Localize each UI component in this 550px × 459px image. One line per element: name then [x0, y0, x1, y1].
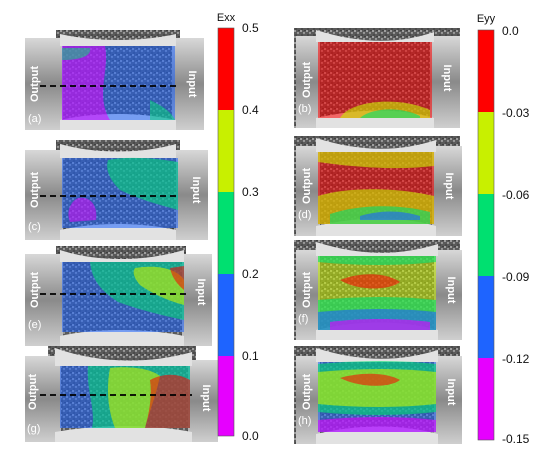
exx-tick: 0.2: [242, 267, 259, 281]
input-label: Input: [186, 71, 198, 98]
eyy-tick: -0.12: [502, 352, 530, 366]
exx-tick: 0.1: [242, 349, 259, 363]
eyy-colorbar: Eyy 0.0 -0.03 -0.06 -0.09 -0.12 -0.15: [477, 13, 530, 446]
eyy-colorbar-title: Eyy: [477, 13, 496, 25]
output-label: Output: [27, 374, 39, 410]
eyy-tick: -0.03: [502, 106, 530, 120]
eyy-tick: 0.0: [502, 24, 519, 38]
input-label: Input: [200, 385, 212, 412]
input-label: Input: [443, 173, 455, 200]
panel-letter: (d): [298, 209, 311, 221]
panel-h: Output Input (h): [294, 346, 462, 444]
panel-letter: (g): [27, 423, 40, 435]
output-label: Output: [29, 272, 41, 308]
eyy-tick: -0.06: [502, 188, 530, 202]
panel-d: Output Input (d): [294, 136, 462, 236]
panel-letter: (b): [298, 103, 311, 115]
exx-colorbar: Exx 0.5 0.4 0.3 0.2 0.1 0.0: [217, 12, 259, 443]
exx-tick: 0.0: [242, 429, 259, 443]
eyy-tick: -0.09: [502, 270, 530, 284]
exx-tick: 0.5: [242, 21, 259, 35]
panel-letter: (a): [28, 113, 41, 125]
output-label: Output: [301, 62, 313, 98]
panel-f: Output Input (f): [294, 240, 462, 340]
exx-tick: 0.3: [242, 185, 259, 199]
output-label: Output: [301, 168, 313, 204]
panel-letter: (f): [298, 313, 308, 325]
eyy-tick: -0.15: [502, 432, 530, 446]
panel-e: Output Input (e): [25, 246, 212, 346]
input-label: Input: [445, 277, 457, 304]
input-label: Input: [445, 379, 457, 406]
input-label: Input: [195, 279, 207, 306]
panel-a: Output Input (a): [25, 30, 204, 130]
panel-letter: (h): [298, 415, 311, 427]
input-label: Input: [441, 65, 453, 92]
panel-c: Output Input (c): [25, 140, 208, 240]
output-label: Output: [301, 272, 313, 308]
panel-g: Output Input (g): [25, 346, 218, 442]
output-label: Output: [301, 374, 313, 410]
panel-letter: (c): [28, 221, 41, 233]
panel-letter: (e): [28, 319, 41, 331]
output-label: Output: [29, 172, 41, 208]
panel-b: Output Input (b): [294, 28, 460, 128]
exx-colorbar-title: Exx: [217, 12, 236, 24]
exx-tick: 0.4: [242, 103, 259, 117]
input-label: Input: [190, 177, 202, 204]
output-label: Output: [29, 66, 41, 102]
